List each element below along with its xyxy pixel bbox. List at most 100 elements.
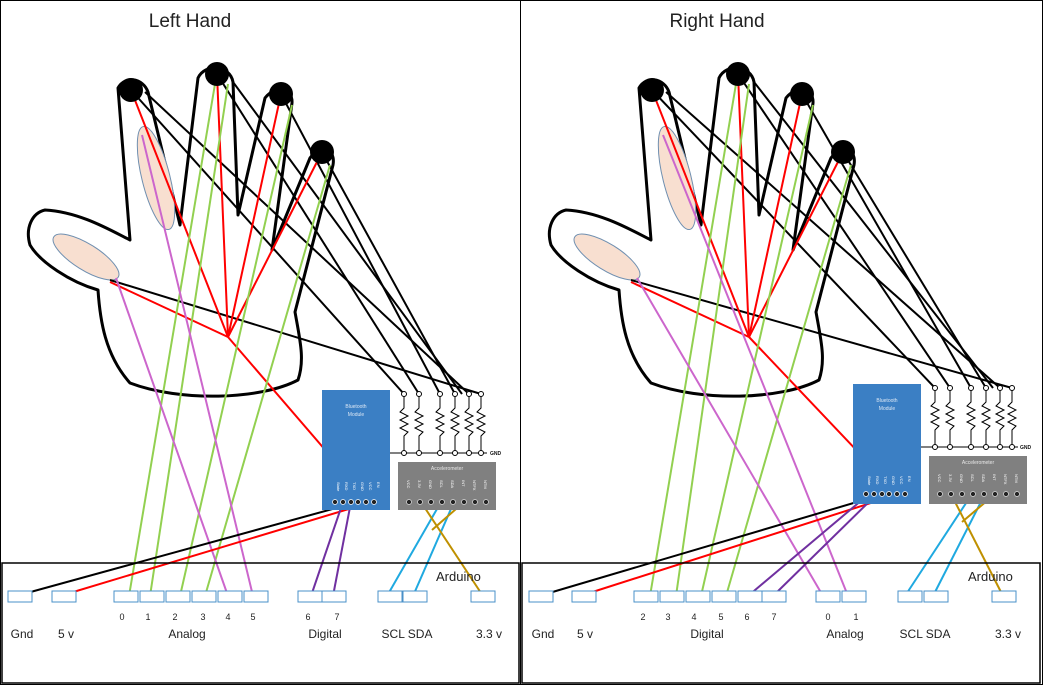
left-index-tip-contact <box>205 62 229 86</box>
right-gnd-label: GND <box>1020 445 1032 451</box>
pin-number: 4 <box>225 612 230 622</box>
wire <box>737 73 951 389</box>
wire <box>227 93 282 338</box>
wire <box>649 83 737 597</box>
wire <box>130 89 405 395</box>
wire <box>630 279 1013 389</box>
acc-pin-label: 3.3V <box>417 480 422 489</box>
left-thumb-flex-sensor <box>52 233 120 281</box>
wire <box>420 501 484 597</box>
group-label-gnd: Gnd <box>11 627 34 641</box>
group-label-5v: 5 v <box>58 627 74 641</box>
pin-number: 5 <box>250 612 255 622</box>
acc-pin-label: 3.3V <box>948 474 953 483</box>
wire <box>662 134 849 597</box>
pin <box>841 590 867 603</box>
bt-pin-label: RXD <box>875 476 880 485</box>
pin <box>139 590 165 603</box>
pin-5v <box>571 590 597 603</box>
pin-scl <box>377 590 403 603</box>
resistor <box>398 394 410 453</box>
pin <box>815 590 841 603</box>
wire <box>227 151 323 338</box>
wire <box>310 501 344 597</box>
acc-pin-label: NTM <box>1014 474 1019 483</box>
wire <box>579 493 900 597</box>
acc-pin-label: SCL <box>970 474 975 483</box>
resistor <box>965 388 977 447</box>
pin-5v <box>51 590 77 603</box>
bt-pin-label: GND <box>360 482 365 491</box>
resistor <box>449 394 461 453</box>
acc-pin-label: SCL <box>439 480 444 489</box>
wire <box>59 501 373 597</box>
wire <box>725 164 852 597</box>
left-ring-tip-contact <box>310 140 334 164</box>
wire <box>128 83 216 597</box>
group-label-2: Digital <box>308 627 341 641</box>
left-bluetooth-title-2: Module <box>348 412 365 418</box>
wire <box>15 501 359 597</box>
right-accelerometer-title: Accelerometer <box>962 460 995 466</box>
wire <box>332 501 352 597</box>
pin-number: 2 <box>640 612 645 622</box>
right-bluetooth-board <box>853 384 921 504</box>
wire <box>630 281 750 338</box>
pin-number: 0 <box>825 612 830 622</box>
right-accelerometer: Accelerometer VCC 3.3V GND SCL SDA INT N… <box>929 456 1027 504</box>
group-label-1: Analog <box>168 627 205 641</box>
acc-pin-label: SDA <box>450 480 455 489</box>
resistor <box>413 394 425 453</box>
pin <box>659 590 685 603</box>
pin-number: 3 <box>200 612 205 622</box>
right-thumb-flex-sensor <box>573 233 641 281</box>
right-index-tip-contact <box>726 62 750 86</box>
resistor <box>929 388 941 447</box>
right-bluetooth-title-2: Module <box>879 406 896 412</box>
right-hand-outline <box>547 66 856 398</box>
pin-gnd <box>528 590 554 603</box>
left-wires <box>15 73 487 597</box>
wire <box>675 83 750 597</box>
pin <box>321 590 347 603</box>
pin-number: 6 <box>744 612 749 622</box>
left-hand-outline <box>26 66 335 398</box>
pin-number: 4 <box>691 612 696 622</box>
resistor <box>463 394 475 453</box>
pin <box>633 590 659 603</box>
pin <box>737 590 763 603</box>
wire <box>801 93 972 389</box>
wire <box>904 493 973 597</box>
pin-number: 6 <box>305 612 310 622</box>
wire <box>280 93 441 395</box>
right-resistor-ladder <box>929 385 1018 450</box>
pin <box>165 590 191 603</box>
resistor <box>434 394 446 453</box>
bt-pin-label: EN <box>907 476 912 482</box>
pin-number: 3 <box>665 612 670 622</box>
left-arduino-board <box>1 562 520 684</box>
bt-pin-label: TXD <box>352 482 357 490</box>
acc-pin-label: NTFX <box>1003 474 1008 485</box>
acc-pin-label: VCC <box>406 480 411 489</box>
right-middle-tip-contact <box>790 82 814 106</box>
bt-pin-label: GND <box>891 476 896 485</box>
resistor <box>944 388 956 447</box>
bt-pin-label: TXD <box>883 476 888 484</box>
acc-pin-label: GND <box>959 474 964 483</box>
pin-gnd <box>7 590 33 603</box>
pin <box>761 590 787 603</box>
acc-pin-label: INT <box>461 480 466 487</box>
left-middle-tip-contact <box>269 82 293 106</box>
wire <box>950 493 1004 597</box>
left-hand-title: Left Hand <box>149 11 231 32</box>
right-bluetooth-title-1: Bluetooth <box>876 398 897 404</box>
wire <box>651 89 750 338</box>
pin-sda <box>923 590 949 603</box>
pin-number: 7 <box>771 612 776 622</box>
acc-pin-label: SDA <box>981 474 986 483</box>
wire <box>232 81 463 395</box>
left-accelerometer-board <box>398 462 496 510</box>
wire <box>636 277 824 597</box>
group-label-gnd: Gnd <box>532 627 555 641</box>
